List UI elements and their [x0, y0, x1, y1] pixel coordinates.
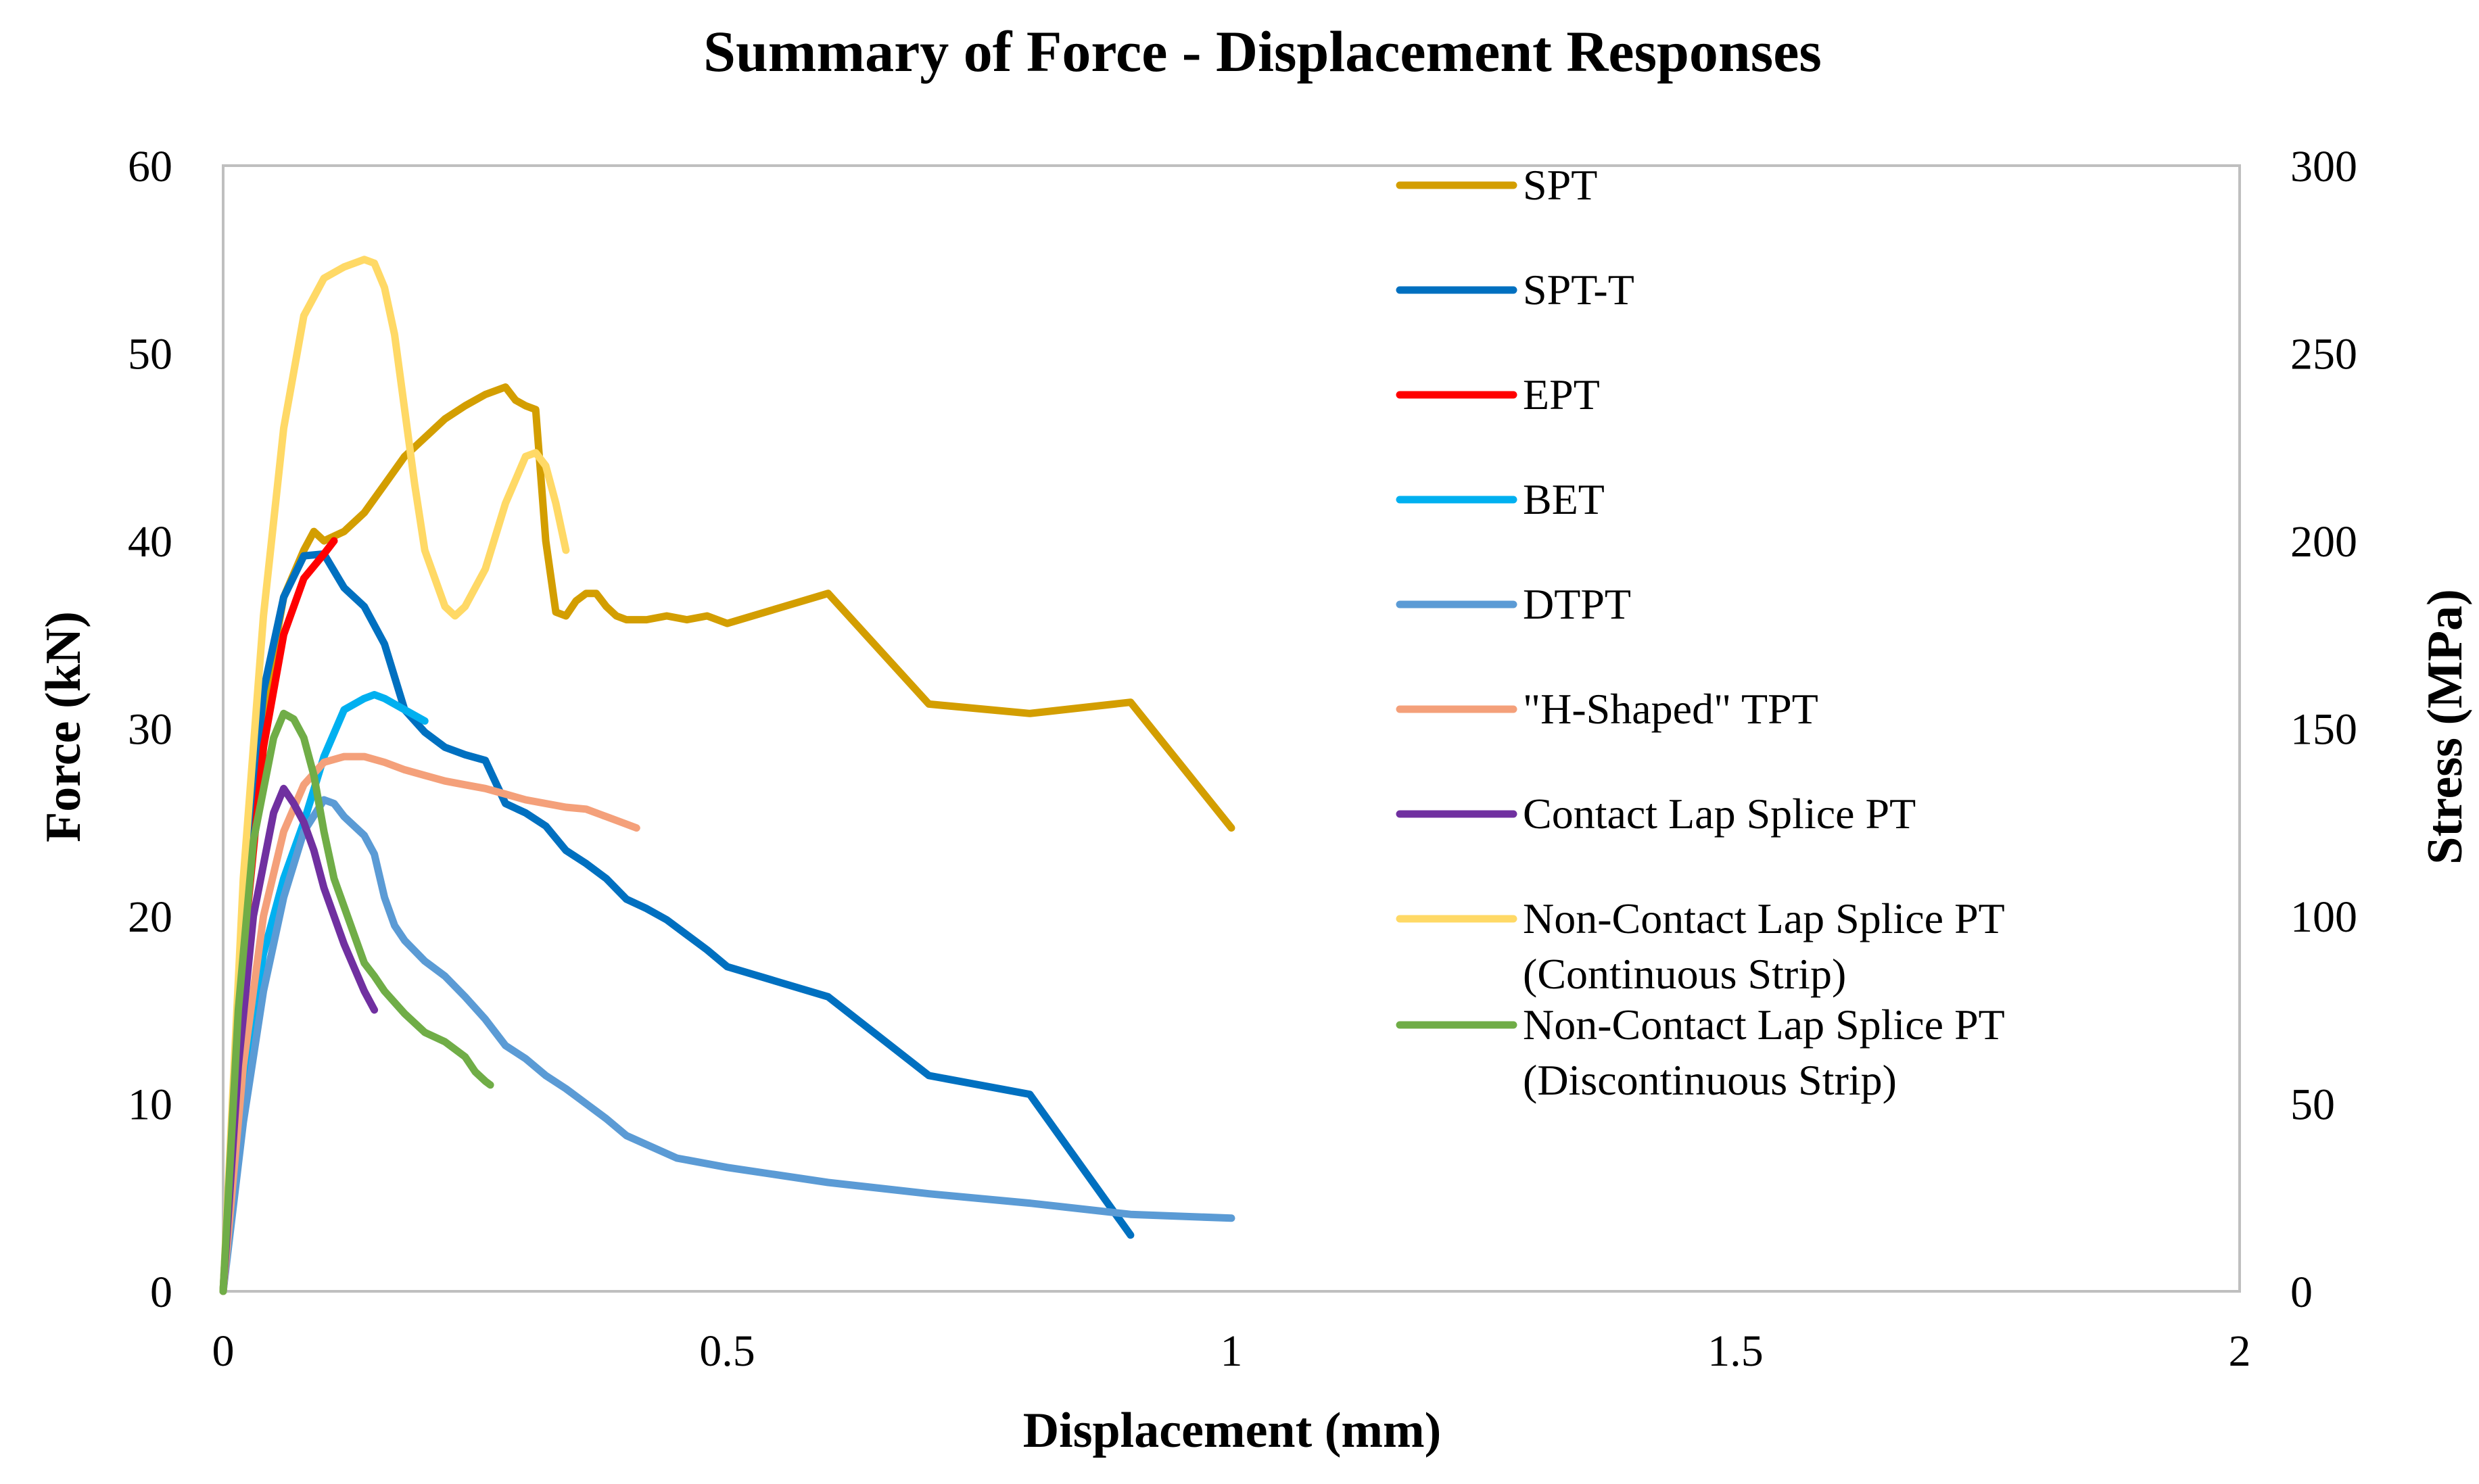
series-line-1 [219, 550, 1135, 1295]
plot-frame [222, 164, 2241, 1293]
y2-tick-label: 50 [2290, 1080, 2335, 1130]
series-line-6 [219, 784, 379, 1295]
legend-label: SPT [1523, 161, 1597, 209]
legend-label: DTPT [1523, 580, 1631, 628]
legend: SPT SPT-T EPT BET DTPT "H-Shaped" TPT Contact … [1396, 161, 2005, 1104]
legend-label: (Discontinuous Strip) [1523, 1056, 1897, 1104]
chart-title: Summary of Force - Displacement Response… [703, 19, 1822, 84]
legend-label: Non-Contact Lap Splice PT [1523, 1001, 2005, 1049]
x-tick-label: 2 [2229, 1326, 2251, 1376]
x-tick-label: 0.5 [699, 1326, 755, 1376]
legend-label: "H-Shaped" TPT [1523, 685, 1818, 733]
series-line-3 [219, 691, 429, 1295]
y2-tick-label: 150 [2290, 705, 2357, 755]
y2-tick-label: 250 [2290, 330, 2357, 379]
y-tick-label: 50 [128, 330, 172, 379]
legend-label: (Continuous Strip) [1523, 950, 1846, 998]
legend-label: Non-Contact Lap Splice PT [1523, 894, 2005, 942]
y-tick-label: 40 [128, 517, 172, 567]
series-line-0 [219, 383, 1235, 1295]
x-axis-label: Displacement (mm) [1023, 1403, 1442, 1458]
y-tick-label: 10 [128, 1080, 172, 1130]
series-line-2 [239, 537, 338, 957]
legend-label: SPT-T [1523, 266, 1634, 314]
y-axis-label: Force (kN) [36, 611, 91, 842]
series-line-7 [219, 256, 570, 1295]
y2-axis-label: Stress (MPa) [2417, 589, 2473, 865]
series-line-8 [219, 709, 494, 1295]
series-group [219, 256, 1235, 1295]
y2-tick-label: 0 [2290, 1268, 2313, 1317]
x-tick-label: 0 [212, 1326, 235, 1376]
y-tick-label: 30 [128, 705, 172, 755]
y2-tick-label: 200 [2290, 517, 2357, 567]
y-tick-label: 0 [150, 1268, 172, 1317]
y2-tick-label: 300 [2290, 142, 2357, 191]
y2-tick-label: 100 [2290, 892, 2357, 942]
x-tick-label: 1 [1221, 1326, 1243, 1376]
y-tick-label: 60 [128, 142, 172, 191]
x-tick-label: 1.5 [1707, 1326, 1764, 1376]
series-line-4 [219, 796, 1235, 1295]
series-line-5 [219, 752, 640, 1295]
legend-label: BET [1523, 475, 1605, 523]
y-tick-label: 20 [128, 892, 172, 942]
legend-label: Contact Lap Splice PT [1523, 790, 1916, 838]
legend-label: EPT [1523, 370, 1600, 418]
